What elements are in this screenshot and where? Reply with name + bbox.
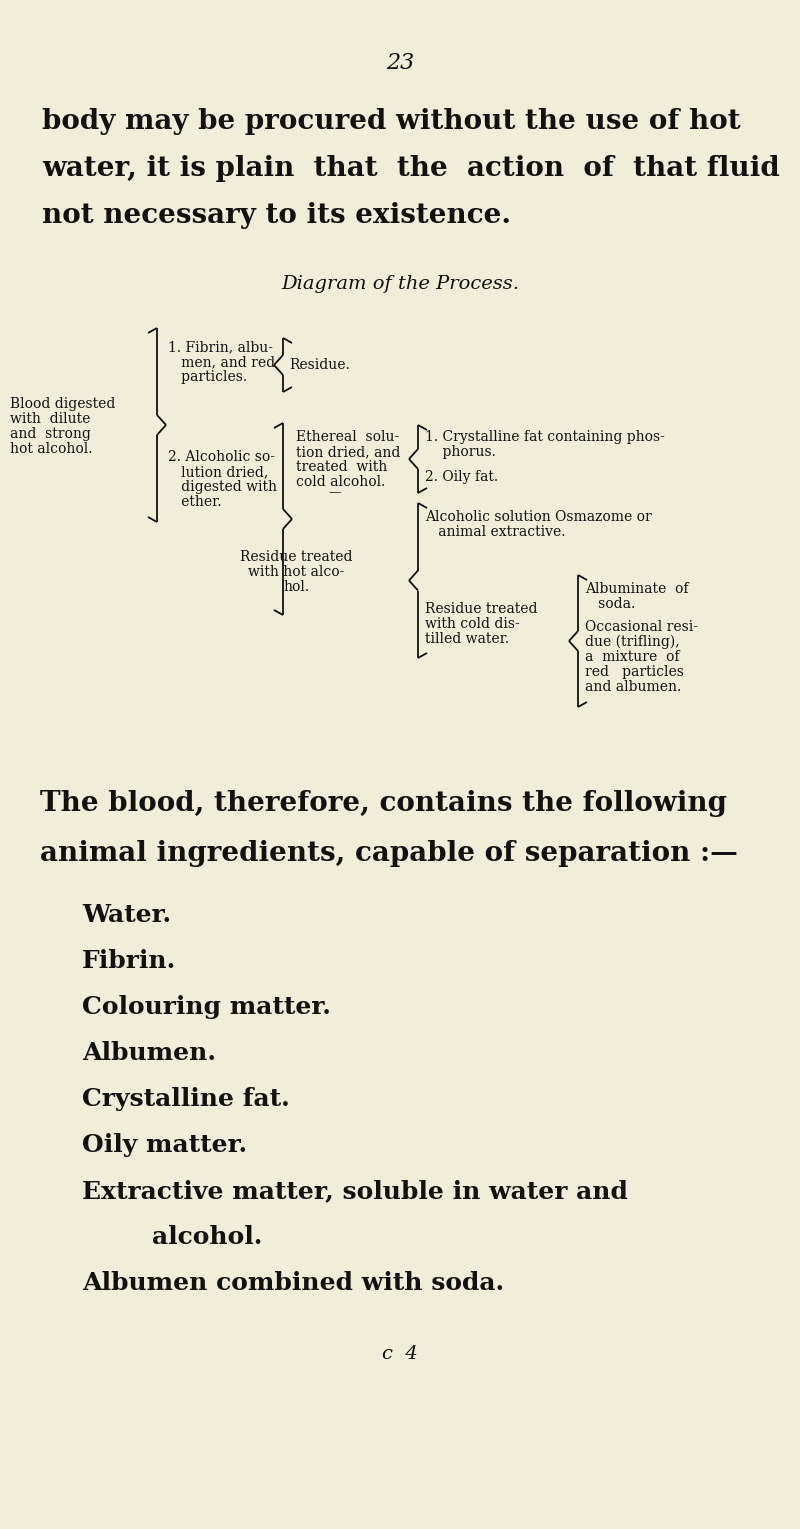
Text: cold alcohol.: cold alcohol.	[296, 476, 386, 489]
Text: hol.: hol.	[283, 579, 309, 593]
Text: soda.: soda.	[585, 596, 635, 612]
Text: Albumen.: Albumen.	[82, 1041, 216, 1066]
Text: Oily matter.: Oily matter.	[82, 1133, 247, 1157]
Text: treated  with: treated with	[296, 460, 387, 474]
Text: Residue treated: Residue treated	[425, 602, 538, 616]
Text: particles.: particles.	[168, 370, 247, 384]
Text: Fibrin.: Fibrin.	[82, 950, 176, 972]
Text: tion dried, and: tion dried, and	[296, 445, 400, 459]
Text: ether.: ether.	[168, 495, 222, 509]
Text: Colouring matter.: Colouring matter.	[82, 995, 331, 1018]
Text: 1. Crystalline fat containing phos-: 1. Crystalline fat containing phos-	[425, 430, 665, 443]
Text: Residue.: Residue.	[289, 358, 350, 372]
Text: and albumen.: and albumen.	[585, 680, 682, 694]
Text: due (trifling),: due (trifling),	[585, 635, 680, 650]
Text: 1. Fibrin, albu-: 1. Fibrin, albu-	[168, 339, 273, 355]
Text: hot alcohol.: hot alcohol.	[10, 442, 93, 456]
Text: animal extractive.: animal extractive.	[425, 524, 566, 540]
Text: 2. Alcoholic so-: 2. Alcoholic so-	[168, 450, 275, 463]
Text: c  4: c 4	[382, 1346, 418, 1362]
Text: —: —	[329, 486, 342, 498]
Text: Albuminate  of: Albuminate of	[585, 583, 689, 596]
Text: body may be procured without the use of hot: body may be procured without the use of …	[42, 109, 741, 135]
Text: Crystalline fat.: Crystalline fat.	[82, 1087, 290, 1112]
Text: Ethereal  solu-: Ethereal solu-	[296, 430, 399, 443]
Text: a  mixture  of: a mixture of	[585, 650, 679, 664]
Text: 23: 23	[386, 52, 414, 73]
Text: phorus.: phorus.	[425, 445, 496, 459]
Text: Residue treated: Residue treated	[240, 550, 352, 564]
Text: with hot alco-: with hot alco-	[248, 566, 344, 579]
Text: lution dried,: lution dried,	[168, 465, 268, 479]
Text: water, it is plain  that  the  action  of  that fluid  is: water, it is plain that the action of th…	[42, 154, 800, 182]
Text: and  strong: and strong	[10, 427, 91, 440]
Text: animal ingredients, capable of separation :—: animal ingredients, capable of separatio…	[40, 839, 738, 867]
Text: tilled water.: tilled water.	[425, 631, 509, 645]
Text: men, and red: men, and red	[168, 355, 275, 368]
Text: Blood digested: Blood digested	[10, 398, 115, 411]
Text: alcohol.: alcohol.	[82, 1225, 262, 1249]
Text: red   particles: red particles	[585, 665, 684, 679]
Text: Water.: Water.	[82, 904, 171, 927]
Text: with  dilute: with dilute	[10, 411, 90, 427]
Text: digested with: digested with	[168, 480, 277, 494]
Text: with cold dis-: with cold dis-	[425, 618, 520, 631]
Text: Extractive matter, soluble in water and: Extractive matter, soluble in water and	[82, 1179, 628, 1203]
Text: Diagram of the Process.: Diagram of the Process.	[281, 275, 519, 294]
Text: Alcoholic solution Osmazome or: Alcoholic solution Osmazome or	[425, 511, 652, 524]
Text: Albumen combined with soda.: Albumen combined with soda.	[82, 1271, 504, 1295]
Text: 2. Oily fat.: 2. Oily fat.	[425, 469, 498, 485]
Text: not necessary to its existence.: not necessary to its existence.	[42, 202, 511, 229]
Text: The blood, therefore, contains the following: The blood, therefore, contains the follo…	[40, 790, 727, 816]
Text: Occasional resi-: Occasional resi-	[585, 619, 698, 635]
